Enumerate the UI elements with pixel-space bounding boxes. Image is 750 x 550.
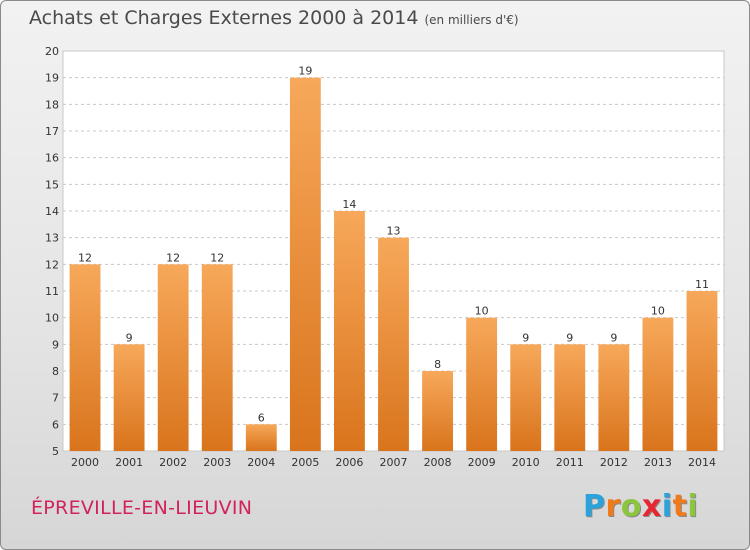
y-tick-label: 14 (45, 205, 59, 218)
y-tick-label: 16 (45, 152, 59, 165)
bar-2013 (642, 317, 674, 451)
y-tick-label: 6 (52, 418, 59, 431)
x-tick-label: 2008 (424, 456, 452, 469)
y-tick-label: 11 (45, 285, 59, 298)
data-label: 8 (434, 358, 441, 371)
x-tick-label: 2002 (159, 456, 187, 469)
x-tick-label: 2012 (600, 456, 628, 469)
data-label: 12 (210, 251, 224, 264)
data-label: 12 (166, 251, 180, 264)
data-label: 9 (126, 331, 133, 344)
data-label: 14 (342, 198, 356, 211)
data-label: 9 (610, 331, 617, 344)
x-tick-label: 2001 (115, 456, 143, 469)
y-tick-label: 19 (45, 72, 59, 85)
data-label: 6 (258, 411, 265, 424)
logo-letter: x (641, 489, 662, 524)
data-label: 10 (651, 305, 665, 318)
logo-letter: P (583, 489, 606, 524)
y-tick-label: 7 (52, 392, 59, 405)
chart-title: Achats et Charges Externes 2000 à 2014 (e… (29, 7, 519, 29)
y-tick-label: 17 (45, 125, 59, 138)
bar-2014 (686, 291, 718, 451)
logo-letter: i (661, 489, 673, 524)
bar-2010 (510, 344, 542, 451)
x-tick-label: 2003 (203, 456, 231, 469)
x-tick-label: 2007 (380, 456, 408, 469)
x-axis-labels: 2000 2001 2002 2003 2004 2005 2006 2007 2008 2009… (71, 456, 716, 469)
chart-unit: (en milliers d'€) (424, 13, 519, 27)
bar-2004 (245, 424, 277, 451)
data-label: 13 (387, 225, 401, 238)
bar-2012 (598, 344, 630, 451)
data-label: 9 (522, 331, 529, 344)
bars (69, 77, 718, 452)
bar-2011 (554, 344, 586, 451)
data-labels: 12 9 12 12 6 19 14 13 8 10 9 9 9 10 11 (78, 65, 709, 425)
data-label: 19 (298, 65, 312, 78)
bar-2006 (334, 211, 365, 451)
y-tick-label: 5 (52, 445, 59, 458)
x-tick-label: 2005 (291, 456, 319, 469)
logo-letter: r (605, 489, 621, 524)
x-tick-label: 2000 (71, 456, 99, 469)
proxiti-logo: Proxiti (583, 489, 698, 524)
data-label: 11 (695, 278, 709, 291)
bar-2002 (157, 264, 189, 451)
y-axis-labels: 5 6 7 8 9 10 11 12 13 14 15 16 17 18 19 20 (45, 45, 59, 458)
y-tick-label: 20 (45, 45, 59, 58)
y-tick-label: 10 (45, 312, 59, 325)
bar-2008 (422, 371, 453, 451)
y-tick-label: 13 (45, 232, 59, 245)
commune-name: ÉPREVILLE-EN-LIEUVIN (31, 497, 253, 519)
x-tick-label: 2009 (468, 456, 496, 469)
bar-2005 (289, 77, 321, 452)
x-tick-label: 2014 (688, 456, 716, 469)
x-tick-label: 2006 (335, 456, 363, 469)
y-tick-label: 8 (52, 365, 59, 378)
x-tick-label: 2004 (247, 456, 275, 469)
data-label: 9 (566, 331, 573, 344)
y-tick-label: 12 (45, 258, 59, 271)
x-tick-label: 2010 (512, 456, 540, 469)
chart-title-text: Achats et Charges Externes 2000 à 2014 (29, 7, 419, 29)
x-tick-label: 2013 (644, 456, 672, 469)
y-tick-label: 18 (45, 98, 59, 111)
logo-letter: t (672, 489, 688, 524)
logo-letter: o (620, 489, 642, 524)
bar-2000 (69, 264, 101, 451)
bar-2003 (201, 264, 233, 451)
x-tick-label: 2011 (556, 456, 584, 469)
y-tick-label: 9 (52, 338, 59, 351)
y-tick-label: 15 (45, 178, 59, 191)
logo-letter: i (687, 489, 699, 524)
bar-2009 (466, 317, 498, 451)
data-label: 10 (475, 305, 489, 318)
data-label: 12 (78, 251, 92, 264)
bar-2007 (378, 237, 409, 451)
bar-2001 (113, 344, 145, 451)
